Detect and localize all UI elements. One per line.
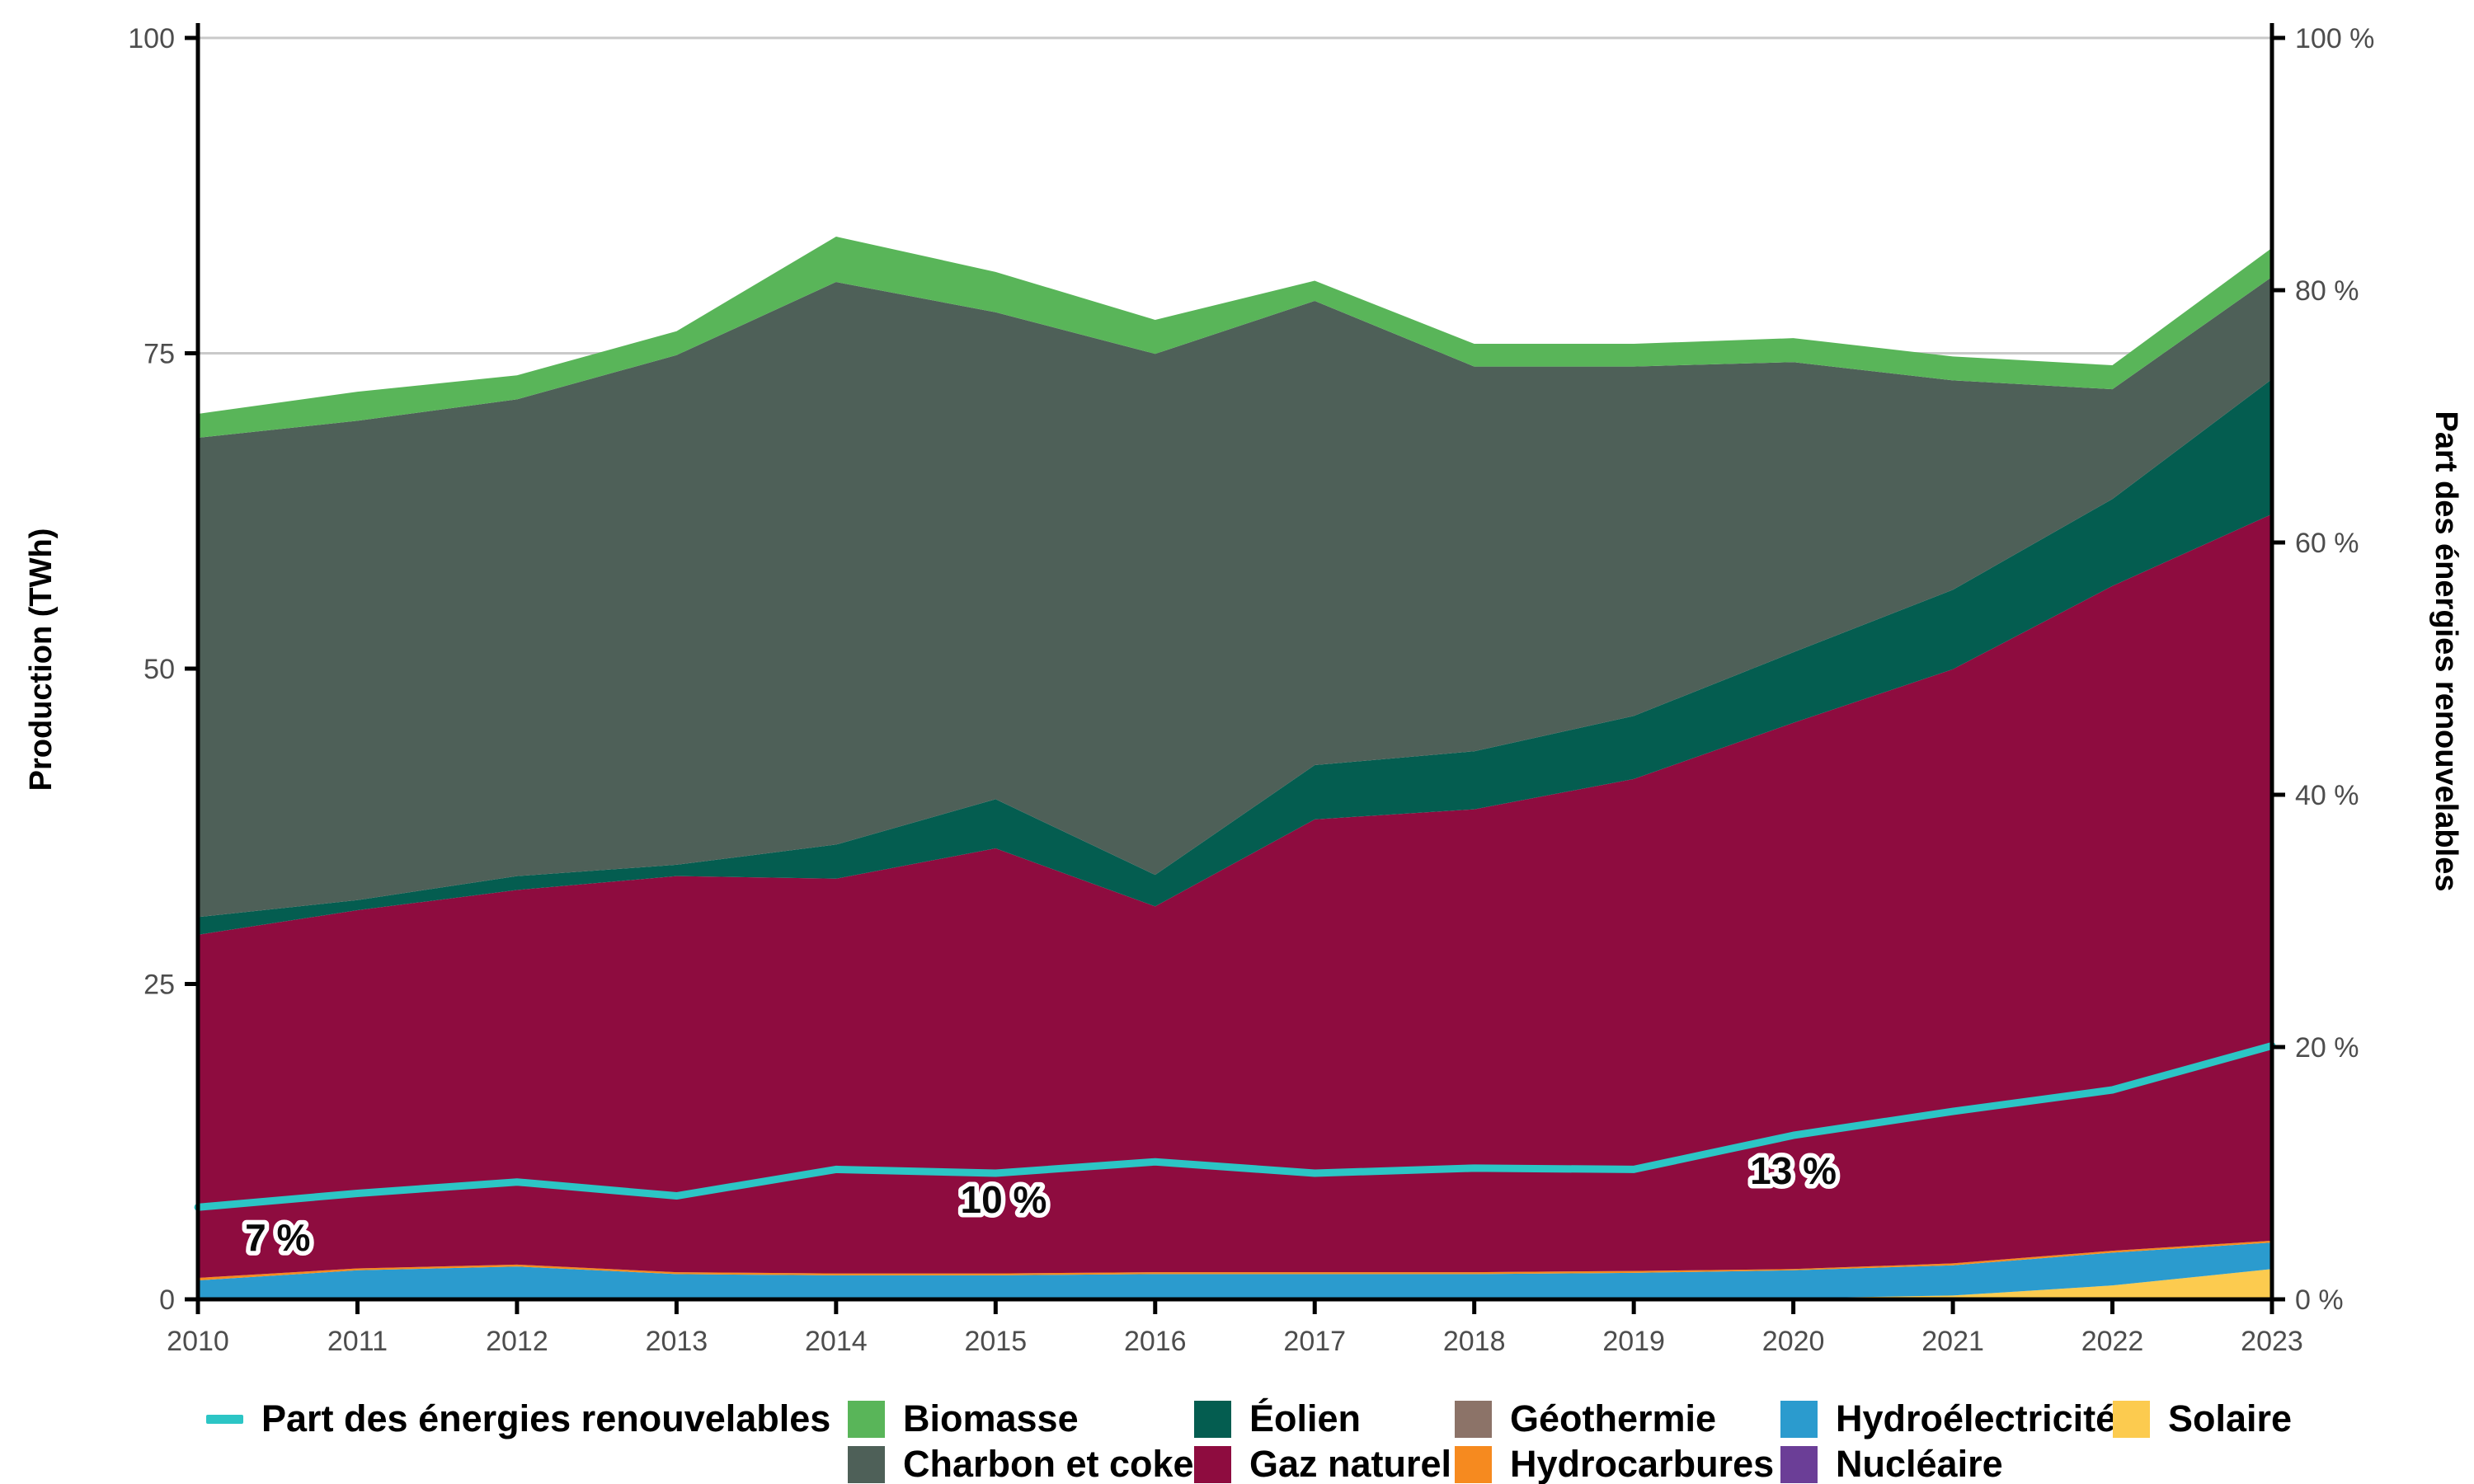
renewables-share-line (194, 1041, 2276, 1211)
y-tick-label-50: 50 (143, 654, 175, 685)
y2-tick-label-100: 100 % (2295, 23, 2374, 54)
x-tick-label-2014: 2014 (805, 1326, 868, 1357)
y2-tick-label-80: 80 % (2295, 275, 2359, 307)
legend-label: Géothermie (1510, 1397, 1717, 1439)
x-tick-label-2021: 2021 (1921, 1326, 1984, 1357)
y2-axis-title: Part des énergies renouvelables (2429, 411, 2463, 892)
annotation-13: 13 % (1750, 1149, 1837, 1192)
legend-column-0: Part des énergies renouvelables (206, 1400, 830, 1438)
area-hydrocarbures (198, 1240, 2272, 1281)
y-tick-label-25: 25 (143, 970, 175, 1001)
legend-label: Nucléaire (1836, 1443, 2003, 1484)
tick-labels: 0 25 50 75 100 0 % 20 % 40 % 60 % 80 % 100 % 2010 20… (128, 23, 2374, 1357)
stacked-area-chart: 0 25 50 75 100 0 % 20 % 40 % 60 % 80 % 100 % 2010 20… (24, 23, 2463, 1357)
annotation-7: 7 % (245, 1216, 310, 1259)
y2-tick-label-0: 0 % (2295, 1284, 2344, 1316)
legend-item-geothermie: Géothermie (1455, 1400, 1774, 1438)
annotation-10: 10 % (961, 1178, 1047, 1221)
x-tick-label-2018: 2018 (1443, 1326, 1506, 1357)
legend: Part des énergies renouvelables Biomasse C… (0, 1400, 2474, 1483)
legend-label: Charbon et coke (903, 1443, 1194, 1484)
legend-label: Part des énergies renouvelables (261, 1397, 831, 1439)
y2-tick-label-40: 40 % (2295, 780, 2359, 811)
legend-item-charbon-et-coke: Charbon et coke (848, 1445, 1194, 1483)
biomasse-swatch (848, 1400, 885, 1438)
legend-label: Éolien (1249, 1397, 1362, 1439)
x-tick-label-2013: 2013 (646, 1326, 708, 1357)
charbon-et-coke-swatch (848, 1445, 885, 1483)
legend-item-hydroelectricite: Hydroélectricité (1780, 1400, 2116, 1438)
part-des-energies-renouvelables-swatch (206, 1414, 243, 1424)
x-tick-label-2012: 2012 (486, 1326, 548, 1357)
x-tick-label-2010: 2010 (167, 1326, 229, 1357)
gaz-naturel-swatch (1194, 1445, 1231, 1483)
tick-marks (185, 35, 2285, 1314)
legend-item-gaz-naturel: Gaz naturel (1194, 1445, 1451, 1483)
legend-label: Solaire (2168, 1397, 2293, 1439)
x-tick-label-2017: 2017 (1283, 1326, 1346, 1357)
area-gaz-naturel (198, 514, 2272, 1278)
legend-column-2: Éolien Gaz naturel (1194, 1400, 1451, 1483)
legend-item-nucleaire: Nucléaire (1780, 1445, 2116, 1483)
nucleaire-swatch (1780, 1445, 1818, 1483)
legend-item-eolien: Éolien (1194, 1400, 1451, 1438)
axes (195, 23, 2274, 1302)
y-tick-label-100: 100 (128, 23, 175, 54)
annotations: 7 % 10 % 13 % (241, 1144, 1841, 1263)
legend-item-solaire: Solaire (2113, 1400, 2292, 1438)
legend-column-3: Géothermie Hydrocarbures (1455, 1400, 1774, 1483)
x-tick-label-2020: 2020 (1762, 1326, 1825, 1357)
y-tick-label-0: 0 (159, 1284, 175, 1316)
legend-item-part-des-energies-renouvelables: Part des énergies renouvelables (206, 1400, 830, 1438)
solaire-swatch (2113, 1400, 2150, 1438)
x-tick-label-2011: 2011 (327, 1326, 388, 1357)
y-tick-label-75: 75 (143, 339, 175, 370)
y2-tick-label-60: 60 % (2295, 528, 2359, 559)
line-part-des-energies-renouvelables (194, 1041, 2276, 1211)
legend-column-1: Biomasse Charbon et coke (848, 1400, 1194, 1483)
area-eolien (198, 378, 2272, 935)
geothermie-swatch (1455, 1400, 1492, 1438)
x-tick-label-2015: 2015 (964, 1326, 1027, 1357)
x-tick-label-2016: 2016 (1124, 1326, 1187, 1357)
legend-label: Gaz naturel (1249, 1443, 1452, 1484)
eolien-swatch (1194, 1400, 1231, 1438)
x-tick-label-2023: 2023 (2241, 1326, 2303, 1357)
legend-label: Hydrocarbures (1510, 1443, 1775, 1484)
area-series (198, 236, 2272, 1299)
hydroelectricite-swatch (1780, 1400, 1818, 1438)
y-axis-title: Production (TWh) (24, 528, 59, 791)
area-solaire (198, 1269, 2272, 1299)
hydrocarbures-swatch (1455, 1445, 1492, 1483)
legend-label: Hydroélectricité (1836, 1397, 2117, 1439)
x-tick-label-2022: 2022 (2081, 1326, 2144, 1357)
y2-tick-label-20: 20 % (2295, 1032, 2359, 1064)
legend-item-biomasse: Biomasse (848, 1400, 1194, 1438)
x-tick-label-2019: 2019 (1602, 1326, 1665, 1357)
area-hydroelectricite (198, 1242, 2272, 1299)
area-charbon-et-coke (198, 276, 2272, 918)
legend-label: Biomasse (903, 1397, 1079, 1439)
legend-column-5: Solaire (2113, 1400, 2292, 1438)
legend-item-hydrocarbures: Hydrocarbures (1455, 1445, 1774, 1483)
legend-column-4: Hydroélectricité Nucléaire (1780, 1400, 2116, 1483)
